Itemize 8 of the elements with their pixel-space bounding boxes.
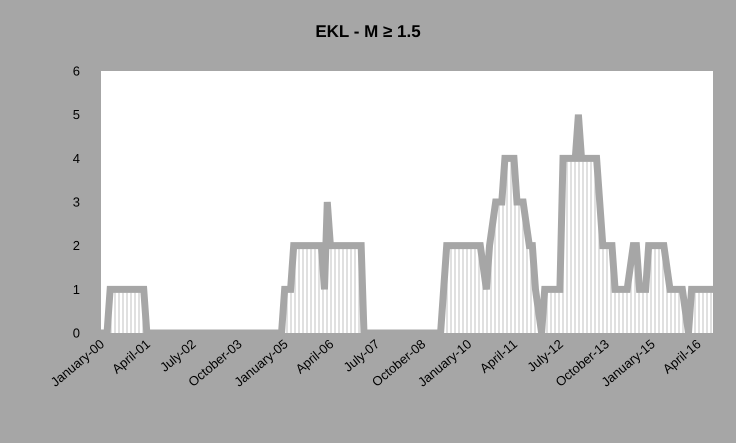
y-tick-label: 0 <box>72 326 80 341</box>
y-tick-label: 5 <box>72 107 80 122</box>
y-tick-label: 3 <box>72 194 80 210</box>
y-tick-label: 2 <box>72 238 80 254</box>
y-tick-label: 1 <box>72 282 80 297</box>
y-tick-label: 6 <box>72 64 80 79</box>
chart-title: EKL - M ≥ 1.5 <box>315 22 421 41</box>
y-tick-label: 4 <box>72 150 80 166</box>
